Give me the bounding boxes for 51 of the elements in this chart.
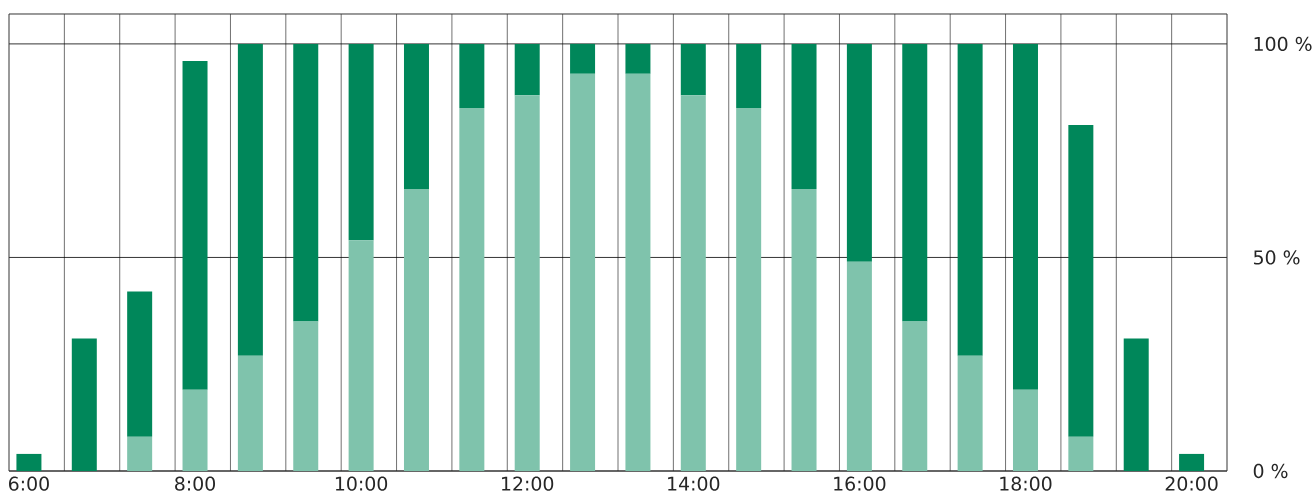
bar	[459, 107, 485, 471]
bar	[237, 43, 263, 356]
bar	[514, 43, 540, 96]
bar	[625, 43, 651, 74]
bar	[1179, 453, 1205, 471]
bar	[514, 95, 540, 471]
bar	[736, 43, 762, 108]
bar	[902, 321, 928, 471]
bar	[570, 43, 596, 74]
bar	[1068, 436, 1094, 471]
bar	[1123, 338, 1149, 471]
x-tick-label: 6:00	[9, 476, 49, 491]
bar	[293, 43, 319, 322]
x-tick-label: 20:00	[1165, 476, 1218, 491]
bar	[182, 60, 208, 390]
bar	[736, 107, 762, 471]
x-tick-label: 10:00	[335, 476, 388, 491]
bar	[182, 389, 208, 471]
x-tick-label: 8:00	[175, 476, 216, 491]
x-tick-label: 14:00	[668, 476, 720, 491]
bar	[791, 189, 817, 471]
x-tick-label: 16:00	[834, 476, 886, 491]
bar	[1012, 43, 1038, 390]
x-tick-label: 12:00	[502, 476, 554, 491]
bar	[680, 43, 706, 96]
x-tick-label: 18:00	[1000, 476, 1052, 491]
y-tick-label: 100 %	[1254, 36, 1312, 52]
bar	[1012, 389, 1038, 471]
bar	[237, 355, 263, 471]
bar	[902, 43, 928, 322]
bar	[348, 240, 374, 471]
bar	[71, 338, 97, 471]
bar	[625, 73, 651, 471]
y-tick-label: 0 %	[1253, 463, 1288, 479]
bar	[16, 453, 42, 471]
bar	[957, 355, 983, 471]
bar	[570, 73, 596, 471]
bar	[403, 189, 429, 471]
y-tick-label: 50 %	[1253, 250, 1300, 265]
bar	[127, 291, 153, 437]
bar	[1068, 125, 1094, 437]
bar	[957, 43, 983, 356]
bar	[846, 43, 872, 262]
bar	[459, 43, 485, 108]
bar	[791, 43, 817, 190]
bar	[293, 321, 319, 471]
bar	[348, 43, 374, 241]
bar	[403, 43, 429, 190]
bar	[846, 261, 872, 471]
bar	[127, 436, 153, 471]
bar	[680, 95, 706, 471]
